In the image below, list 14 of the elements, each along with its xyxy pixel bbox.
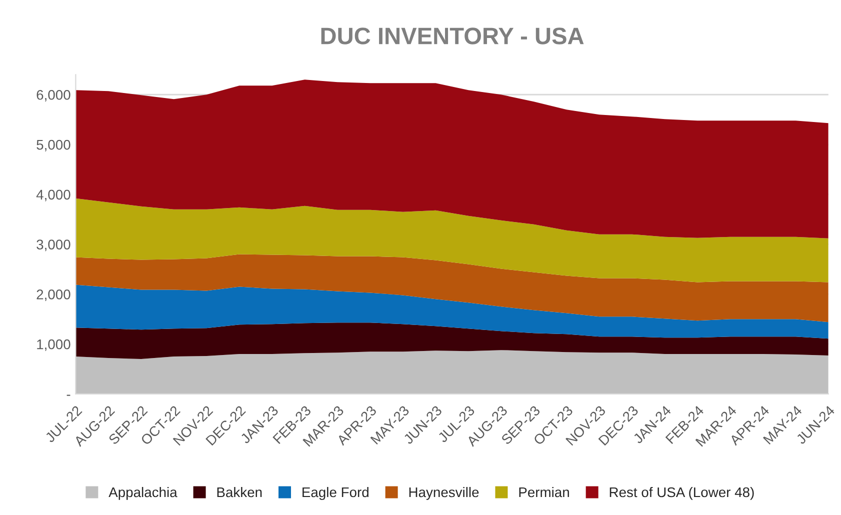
y-tick-label: 1,000 <box>37 339 70 351</box>
legend-label: Haynesville <box>409 486 479 500</box>
y-tick-label: 5,000 <box>36 140 70 152</box>
y-tick-label: 6,000 <box>36 90 70 102</box>
legend-label: Rest of USA (Lower 48) <box>610 486 754 500</box>
legend-label: Permian <box>519 486 569 498</box>
legend-label: Eagle Ford <box>302 486 368 500</box>
legend-label: Bakken <box>217 486 262 498</box>
legend-label: Appalachia <box>108 486 178 500</box>
y-tick-label: 2,000 <box>36 290 70 302</box>
chart-title: DUC INVENTORY - USA <box>321 28 584 44</box>
y-tick-label: - <box>66 394 70 396</box>
y-tick-label: 3,000 <box>36 240 70 252</box>
y-tick-label: 4,000 <box>36 190 70 202</box>
